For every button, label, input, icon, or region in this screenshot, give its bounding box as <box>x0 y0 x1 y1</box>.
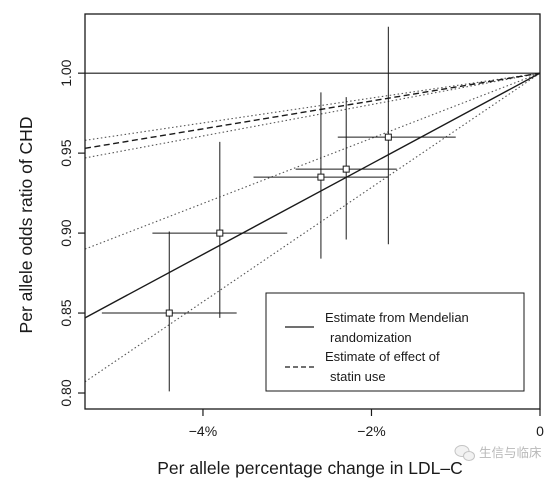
data-points <box>101 26 456 392</box>
mendelian-estimate-ci-upper <box>84 72 541 250</box>
watermark-text: 生信与临床 <box>479 446 542 460</box>
x-tick: 0 <box>536 409 544 439</box>
x-tick-label: 0 <box>536 423 544 439</box>
data-point-2 <box>152 141 288 318</box>
wechat-icon <box>454 445 475 461</box>
point-marker <box>216 229 224 237</box>
y-tick-label: 1.00 <box>58 59 74 86</box>
data-point-3 <box>253 92 389 259</box>
point-marker <box>384 133 392 141</box>
legend-solid-label-1: Estimate from Mendelian <box>325 310 469 325</box>
y-tick: 0.90 <box>58 219 85 247</box>
y-tick: 1.00 <box>58 59 85 87</box>
mendelian-estimate-line <box>84 72 541 319</box>
plot-lines <box>84 72 541 383</box>
y-axis-label: Per allele odds ratio of CHD <box>16 117 36 334</box>
plot-frame <box>84 13 541 410</box>
y-tick-label: 0.80 <box>58 379 74 406</box>
data-point-1 <box>101 231 237 392</box>
y-tick: 0.80 <box>58 379 85 407</box>
y-tick: 0.95 <box>58 139 85 167</box>
x-tick: −2% <box>357 409 386 439</box>
y-axis-ticks: 0.80 0.85 0.90 0.95 1.00 <box>58 59 85 407</box>
legend: Estimate from Mendelian randomization Es… <box>265 292 525 392</box>
x-axis-label: Per allele percentage change in LDL–C <box>157 458 462 478</box>
y-tick-label: 0.85 <box>58 299 74 326</box>
statin-estimate-line <box>84 72 541 150</box>
legend-box <box>265 292 525 392</box>
legend-dashed-label-2: statin use <box>330 369 386 384</box>
y-tick-label: 0.95 <box>58 139 74 166</box>
y-tick: 0.85 <box>58 299 85 327</box>
legend-dashed-label-1: Estimate of effect of <box>325 349 440 364</box>
statin-estimate-ci-lower <box>84 72 541 159</box>
x-tick: −4% <box>189 409 217 439</box>
data-point-5 <box>337 26 456 245</box>
watermark: 生信与临床 <box>454 445 542 461</box>
legend-solid-label-2: randomization <box>330 330 412 345</box>
data-point-4 <box>295 97 397 240</box>
point-marker <box>165 309 173 317</box>
point-marker <box>317 173 325 181</box>
x-tick-label: −2% <box>357 423 385 439</box>
point-marker <box>342 165 350 173</box>
x-tick-label: −4% <box>189 423 217 439</box>
x-axis-ticks: −4% −2% 0 <box>189 409 544 439</box>
statin-estimate-ci-upper <box>84 72 541 141</box>
y-tick-label: 0.90 <box>58 219 74 246</box>
